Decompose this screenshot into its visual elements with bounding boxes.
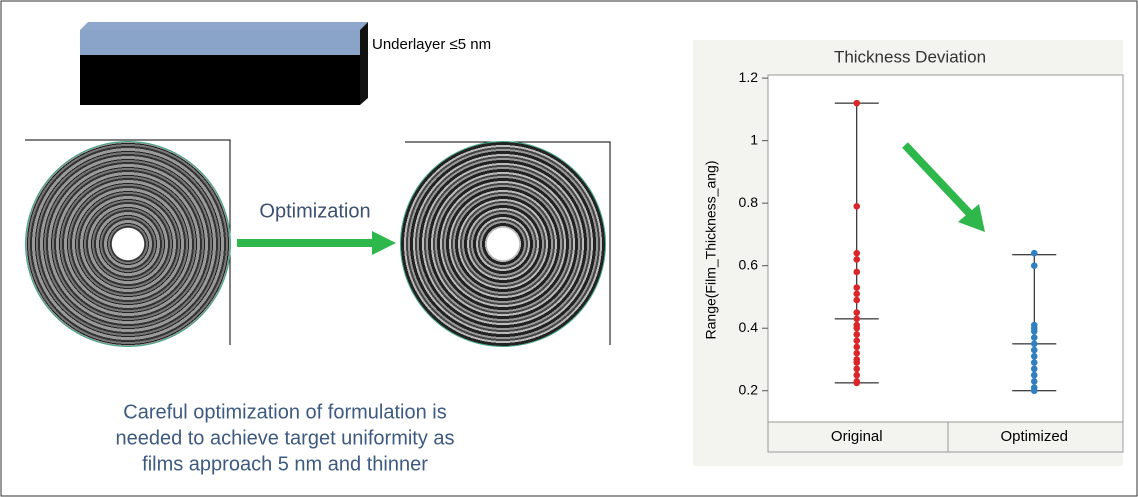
- point: [1031, 328, 1038, 335]
- substrate: [80, 55, 360, 105]
- point: [853, 325, 860, 332]
- point: [853, 203, 860, 210]
- point: [853, 316, 860, 323]
- wafer-optimized: [400, 141, 606, 347]
- point: [1031, 366, 1038, 373]
- point: [853, 309, 860, 316]
- y-tick-label: 0.8: [739, 194, 759, 210]
- point: [853, 344, 860, 351]
- layer-label: Underlayer ≤5 nm: [372, 36, 491, 53]
- x-tick-label: Optimized: [1000, 428, 1068, 445]
- point: [1031, 378, 1038, 385]
- point: [1031, 387, 1038, 394]
- point: [1031, 250, 1038, 257]
- y-tick-label: 0.6: [739, 256, 759, 272]
- point: [853, 337, 860, 344]
- point: [853, 269, 860, 276]
- point: [1031, 359, 1038, 366]
- point: [853, 359, 860, 366]
- caption: films approach 5 nm and thinner: [142, 453, 428, 475]
- arrow-head: [372, 231, 396, 255]
- point: [853, 366, 860, 373]
- point: [853, 250, 860, 257]
- x-tick-label: Original: [831, 428, 883, 445]
- y-tick-label: 1.2: [739, 69, 759, 85]
- point: [853, 331, 860, 338]
- underlayer: [80, 30, 360, 55]
- slide: Underlayer ≤5 nm Optimization Careful op…: [0, 0, 1138, 497]
- layer-top: [80, 22, 368, 30]
- point: [853, 291, 860, 298]
- point: [853, 380, 860, 387]
- layer-side: [360, 22, 368, 105]
- arrow-label: Optimization: [259, 200, 370, 222]
- point: [853, 372, 860, 379]
- y-tick-label: 0.4: [739, 319, 759, 335]
- chart-title: Thickness Deviation: [834, 47, 986, 66]
- point: [1031, 334, 1038, 341]
- point: [853, 297, 860, 304]
- point: [1031, 353, 1038, 360]
- y-tick-label: 0.2: [739, 381, 759, 397]
- point: [853, 284, 860, 291]
- plot-area: [768, 75, 1123, 422]
- wafer-original: [25, 141, 231, 347]
- caption: Careful optimization of formulation is: [123, 401, 446, 423]
- point: [1031, 347, 1038, 354]
- point: [853, 256, 860, 263]
- caption: needed to achieve target uniformity as: [115, 427, 454, 449]
- point: [853, 100, 860, 107]
- y-tick-label: 1: [750, 131, 758, 147]
- y-axis-label: Range(Film_Thickness_ang): [703, 161, 719, 340]
- point: [853, 350, 860, 357]
- category-band: [768, 422, 1123, 452]
- point: [1031, 341, 1038, 348]
- point: [1031, 262, 1038, 269]
- point: [1031, 372, 1038, 379]
